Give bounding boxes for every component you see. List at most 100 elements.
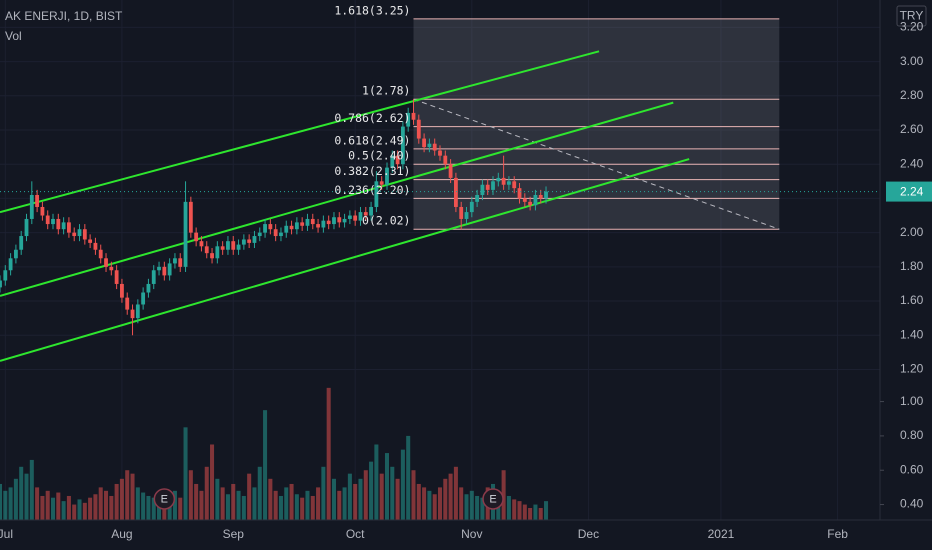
candle-body	[279, 232, 283, 237]
y2-tick-label: 0.80	[900, 428, 924, 442]
candle-body	[369, 206, 373, 216]
volume-bar	[130, 473, 135, 520]
candle-body	[98, 249, 103, 259]
volume-bar	[422, 487, 427, 520]
volume-bar	[220, 487, 225, 520]
volume-bar	[45, 490, 50, 520]
volume-bar	[464, 494, 469, 520]
volume-bar	[453, 466, 458, 520]
volume-bar	[157, 501, 162, 520]
volume-bar	[104, 490, 109, 520]
volume-bar	[225, 494, 230, 520]
volume-bar	[331, 478, 336, 520]
volume-bar	[358, 478, 363, 520]
candle-body	[88, 239, 93, 243]
candle-body	[146, 283, 151, 293]
candle-body	[204, 246, 209, 254]
candle-body	[294, 222, 299, 230]
candle-body	[199, 241, 204, 247]
volume-bar	[347, 473, 352, 520]
y2-tick-label: 0.60	[900, 462, 924, 476]
candle-body	[459, 206, 464, 219]
candle-body	[51, 218, 55, 225]
volume-bar	[517, 501, 522, 520]
x-tick-label: Jul	[0, 527, 13, 541]
candle-body	[109, 266, 114, 271]
candle-body	[453, 177, 458, 207]
x-tick-label: Aug	[111, 527, 132, 541]
candle-body	[411, 112, 416, 120]
candle-body	[332, 217, 336, 225]
candle-body	[104, 258, 108, 267]
candle-body	[438, 150, 442, 156]
y-tick-label: 3.20	[900, 20, 924, 34]
candle-body	[173, 258, 177, 264]
volume-bar	[257, 466, 262, 520]
candle-body	[427, 143, 432, 148]
y-tick-label: 1.60	[900, 293, 924, 307]
candle-body	[252, 236, 257, 243]
y-tick-label: 3.00	[900, 54, 924, 68]
chart-title: AK ENERJI, 1D, BIST	[5, 9, 123, 23]
volume-bar	[533, 504, 538, 520]
candle-body	[538, 195, 543, 199]
candle-body	[400, 126, 405, 165]
candle-body	[263, 224, 267, 233]
volume-bar	[390, 466, 395, 520]
channel-line	[0, 50, 600, 214]
y-tick-label: 1.80	[900, 259, 924, 273]
x-tick-label: Sep	[223, 527, 245, 541]
fib-label: 1.618(3.25)	[334, 3, 410, 17]
candle-body	[35, 195, 40, 207]
volume-bar	[210, 444, 215, 520]
volume-bar	[24, 473, 29, 520]
y-tick-label: 2.80	[900, 88, 924, 102]
volume-bar	[231, 483, 236, 520]
volume-bar	[215, 478, 220, 520]
candle-body	[544, 191, 548, 199]
candle-body	[67, 222, 71, 233]
candle-body	[321, 220, 326, 228]
candle-body	[284, 225, 289, 233]
candle-body	[220, 246, 225, 250]
candle-body	[77, 229, 82, 237]
volume-bar	[40, 495, 45, 520]
channel-line	[0, 101, 674, 297]
volume-bar	[61, 501, 66, 520]
volume-bar	[109, 495, 114, 520]
candle-body	[231, 241, 236, 250]
volume-bar	[247, 473, 252, 520]
volume-bar	[141, 492, 146, 520]
candle-body	[183, 201, 188, 267]
volume-bar	[183, 427, 188, 520]
volume-bar	[432, 494, 437, 520]
candle-body	[162, 266, 167, 276]
candle-body	[517, 188, 522, 199]
candle-body	[385, 167, 389, 185]
candle-body	[374, 181, 379, 207]
candle-body	[469, 201, 474, 213]
candle-body	[61, 222, 66, 230]
currency-box[interactable]	[896, 5, 927, 27]
candle-body	[0, 280, 2, 288]
candle-body	[93, 242, 98, 250]
candle-body	[512, 181, 517, 189]
earnings-marker	[482, 488, 504, 510]
volume-bar	[395, 478, 400, 520]
volume-bar	[469, 490, 474, 520]
y-tick-label: 1.40	[900, 327, 924, 341]
volume-bar	[268, 478, 273, 520]
candle-body	[432, 143, 437, 151]
volume-bar	[300, 497, 305, 520]
x-tick-label: Feb	[827, 527, 848, 541]
earnings-label: E	[161, 493, 168, 505]
plot-area	[0, 18, 780, 520]
candle-body	[273, 229, 278, 237]
volume-bar	[236, 490, 241, 520]
volume-bar	[82, 502, 87, 520]
candle-body	[178, 258, 183, 267]
candle-body	[141, 292, 146, 305]
candle-body	[226, 241, 230, 250]
candle-body	[167, 263, 172, 276]
candle-body	[448, 164, 453, 178]
